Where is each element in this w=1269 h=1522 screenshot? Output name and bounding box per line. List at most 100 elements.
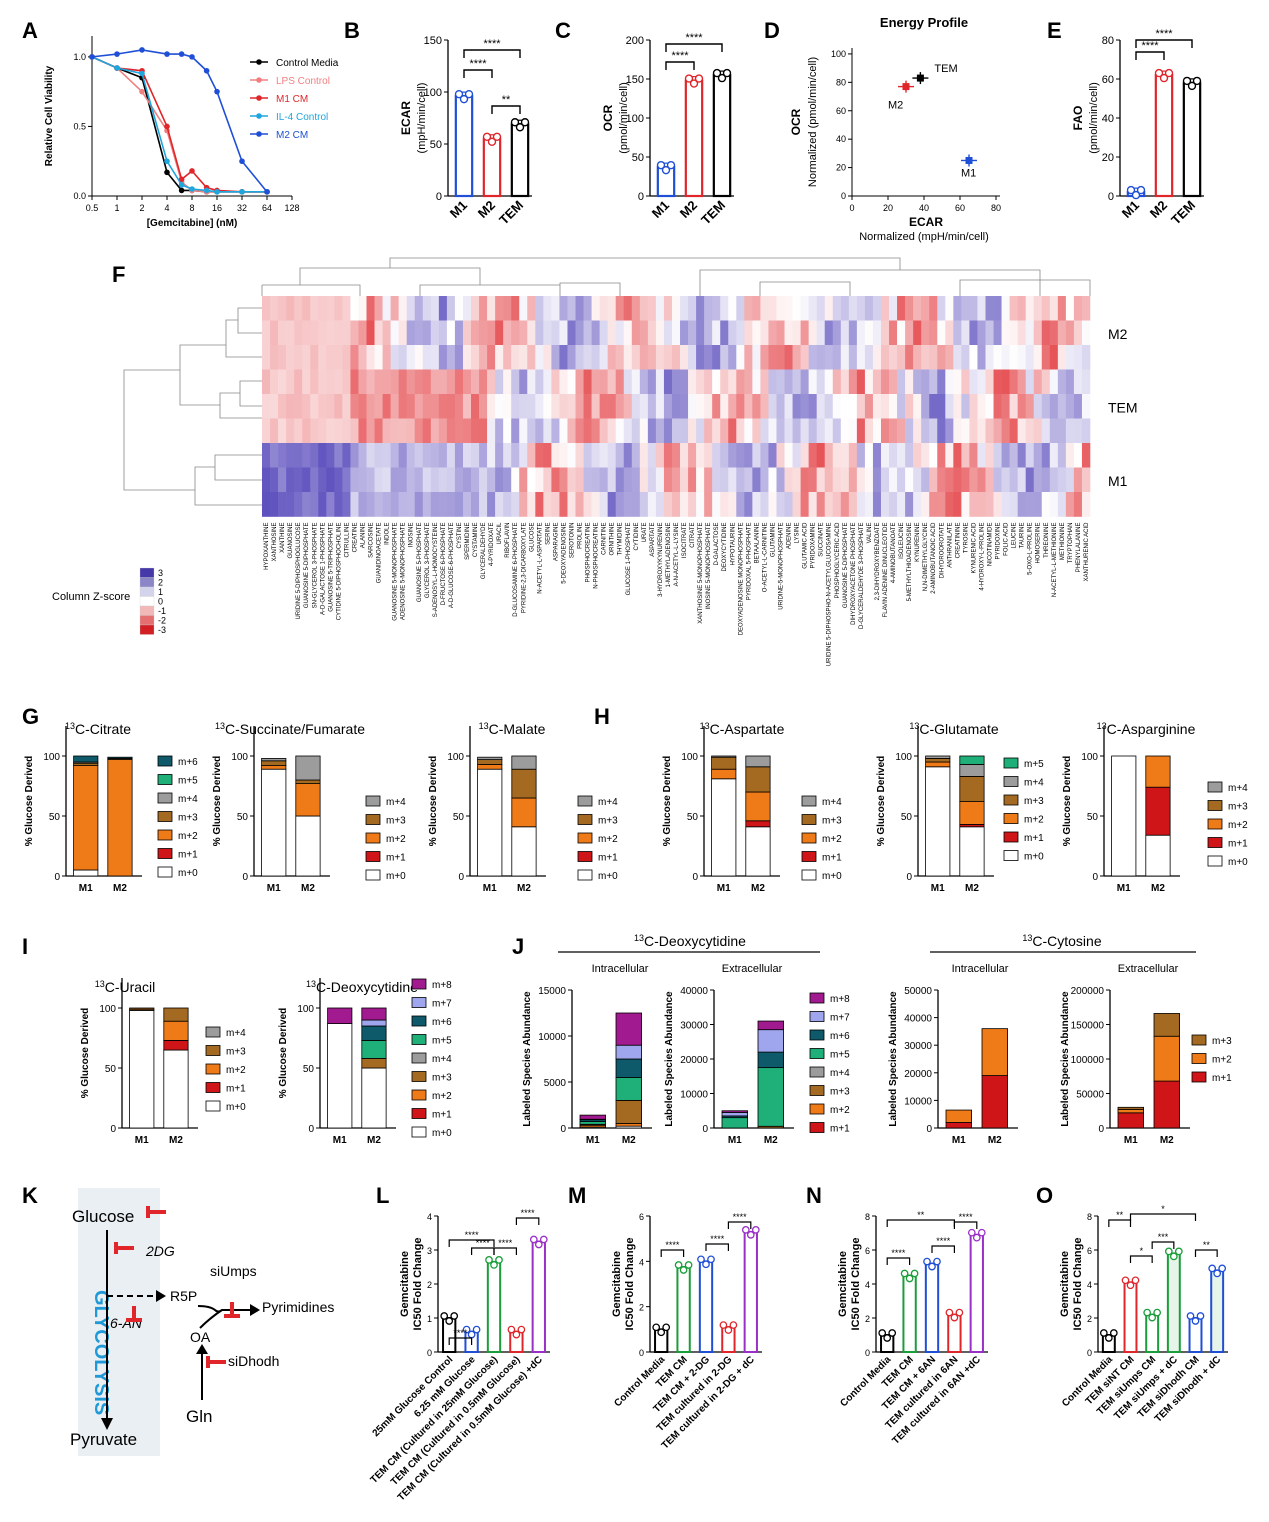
heatmap-cell	[438, 443, 448, 468]
heatmap-cell	[1033, 443, 1043, 468]
legend-swatch	[1003, 813, 1019, 824]
heatmap-cell	[776, 467, 785, 493]
heatmap-cell	[905, 369, 914, 395]
heatmap-cell	[374, 296, 383, 321]
significance-stars: ****	[710, 1234, 725, 1244]
heatmap-cell	[953, 467, 962, 493]
heatmap-cell	[462, 369, 472, 395]
y-tick-label: 0	[242, 872, 248, 883]
heatmap-cell	[270, 443, 279, 468]
heatmap-cell	[792, 320, 801, 346]
heatmap-cell	[527, 467, 536, 493]
heatmap-cell	[535, 443, 544, 468]
heatmap-cell	[398, 492, 407, 517]
panel-letter-i: I	[22, 934, 28, 959]
stacked-segment	[757, 1020, 785, 1031]
heatmap-cell	[704, 345, 713, 370]
heatmap-cell	[760, 345, 769, 370]
heatmap-cell	[712, 394, 721, 419]
heatmap-cell	[760, 320, 769, 346]
y-tick-label: 0	[436, 191, 442, 203]
heatmap-cell	[800, 467, 809, 493]
heatmap-cell	[663, 296, 673, 321]
replicate-point	[905, 1274, 914, 1283]
heatmap-cell	[696, 320, 705, 346]
heatmap-cell	[479, 467, 488, 493]
heatmap-cell	[663, 345, 673, 370]
heatmap-cell	[945, 492, 954, 517]
significance-stars: ****	[483, 38, 501, 50]
heatmap-cell	[479, 345, 488, 370]
heatmap-cell	[503, 369, 512, 395]
heatmap-cell	[977, 418, 986, 444]
heatmap-cell	[744, 296, 753, 321]
column-label: PHENYLALANINE	[1076, 523, 1082, 573]
y-tick-label: 4	[639, 1257, 644, 1267]
heatmap-cell	[913, 418, 922, 444]
heatmap-cell	[1081, 369, 1091, 395]
replicate-point	[1174, 1247, 1183, 1256]
significance-stars: **	[1116, 1210, 1124, 1220]
heatmap-cell	[294, 369, 303, 395]
heatmap-cell	[864, 345, 874, 370]
heatmap-cell	[374, 467, 383, 493]
significance-stars: ****	[685, 32, 703, 44]
heatmap-cell	[366, 345, 375, 370]
heatmap-cell	[527, 443, 536, 468]
stacked-segment	[1145, 834, 1171, 877]
y-tick-label: 1	[427, 1314, 432, 1324]
heatmap-cell	[286, 467, 295, 493]
heatmap-cell	[503, 492, 512, 517]
heatmap-cell	[736, 492, 745, 517]
significance-stars: ****	[936, 1236, 951, 1246]
point-label: M1	[961, 167, 976, 179]
heatmap-cell	[406, 443, 416, 468]
heatmap-cell	[655, 369, 665, 395]
data-point	[189, 168, 195, 174]
heatmap-cell	[856, 418, 866, 444]
heatmap-cell	[728, 369, 737, 395]
stacked-segment	[579, 1114, 607, 1120]
y-axis-label: Labeled Species Abundance	[664, 991, 675, 1127]
stacked-segment	[711, 778, 737, 877]
heatmap-cell	[1073, 320, 1083, 346]
heatmap-cell	[358, 369, 367, 395]
heatmap-cell	[350, 320, 359, 346]
column-label: ORNITHINE	[610, 523, 616, 556]
legend-label: m+1	[432, 1110, 452, 1121]
legend-label: m+3	[822, 816, 842, 827]
heatmap-cell	[816, 296, 826, 321]
y-tick-label: 0	[458, 872, 464, 883]
column-label: VALINE	[867, 523, 873, 544]
heatmap-cell	[575, 320, 584, 346]
heatmap-cell	[800, 394, 809, 419]
heatmap-cell	[808, 443, 817, 468]
heatmap-cell	[559, 492, 568, 517]
significance-bracket	[665, 61, 695, 70]
heatmap-cell	[591, 296, 600, 321]
heatmap-cell	[302, 369, 311, 395]
heatmap-cell	[310, 320, 319, 346]
heatmap-cell	[471, 418, 480, 444]
bar	[969, 1233, 984, 1353]
heatmap-cell	[511, 467, 520, 493]
legend-swatch	[411, 1071, 427, 1082]
heatmap-cell	[326, 418, 335, 444]
heatmap-cell	[519, 467, 528, 493]
legend-swatch	[157, 792, 173, 804]
heatmap-cell	[278, 345, 287, 370]
heatmap-cell	[535, 394, 544, 419]
stacked-segment	[745, 820, 771, 828]
heatmap-cell	[688, 320, 697, 346]
heatmap-cell	[1057, 345, 1067, 370]
replicate-point	[657, 1328, 666, 1337]
legend-label: m+5	[432, 1036, 452, 1047]
heatmap-cell	[390, 394, 399, 419]
heatmap-cell	[366, 394, 375, 419]
heatmap-cell	[527, 418, 536, 444]
heatmap-cell	[551, 369, 560, 395]
replicate-point	[972, 1233, 981, 1242]
legend-label: m+6	[432, 1017, 452, 1028]
heatmap-cell	[406, 492, 416, 517]
